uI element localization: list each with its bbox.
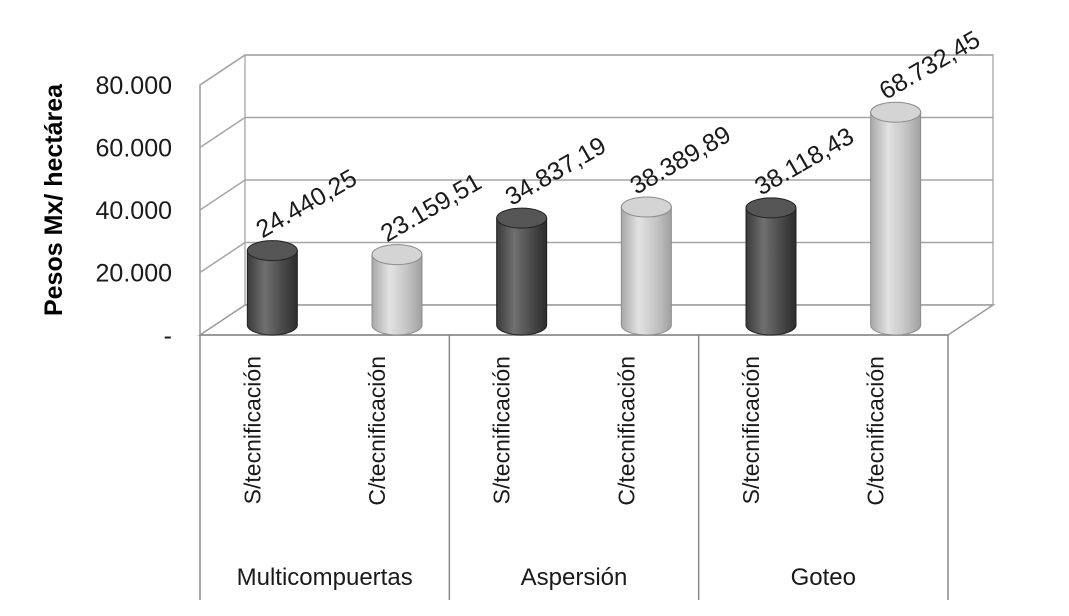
data-label: 24.440,25 (251, 164, 361, 244)
bar (620, 196, 672, 336)
y-axis-ticks: - 20.000 40.000 60.000 80.000 (96, 72, 172, 350)
category-label: S/tecnificación (239, 356, 265, 504)
bar (745, 197, 797, 336)
y-axis-label: Pesos Mx/ hectárea (40, 83, 68, 316)
y-tick-label: 60.000 (96, 135, 172, 163)
y-tick-label: 20.000 (96, 260, 172, 288)
category-label: S/tecnificación (738, 356, 764, 504)
group-label: Multicompuertas (237, 564, 413, 591)
data-label: 34.837,19 (501, 131, 611, 211)
category-label: S/tecnificación (489, 356, 515, 504)
bar (496, 207, 548, 336)
category-labels: S/tecnificación C/tecnificación S/tecnific… (239, 356, 888, 506)
group-label: Goteo (791, 564, 856, 591)
category-label: C/tecnificación (364, 356, 390, 506)
group-labels: Multicompuertas Aspersión Goteo (237, 564, 856, 591)
bars (246, 101, 922, 336)
bar (870, 101, 922, 336)
y-tick-label: 80.000 (96, 72, 172, 100)
data-label: 38.118,43 (750, 122, 859, 201)
data-label: 38.389,89 (625, 120, 735, 200)
gridlines (199, 54, 993, 274)
group-label: Aspersión (521, 564, 628, 591)
category-label: C/tecnificación (863, 356, 889, 506)
y-tick-label: - (164, 322, 172, 350)
bar (246, 240, 298, 336)
data-label: 68.732,45 (875, 26, 985, 106)
category-label: C/tecnificación (613, 356, 639, 506)
y-tick-label: 40.000 (96, 197, 172, 225)
bar (371, 244, 423, 336)
